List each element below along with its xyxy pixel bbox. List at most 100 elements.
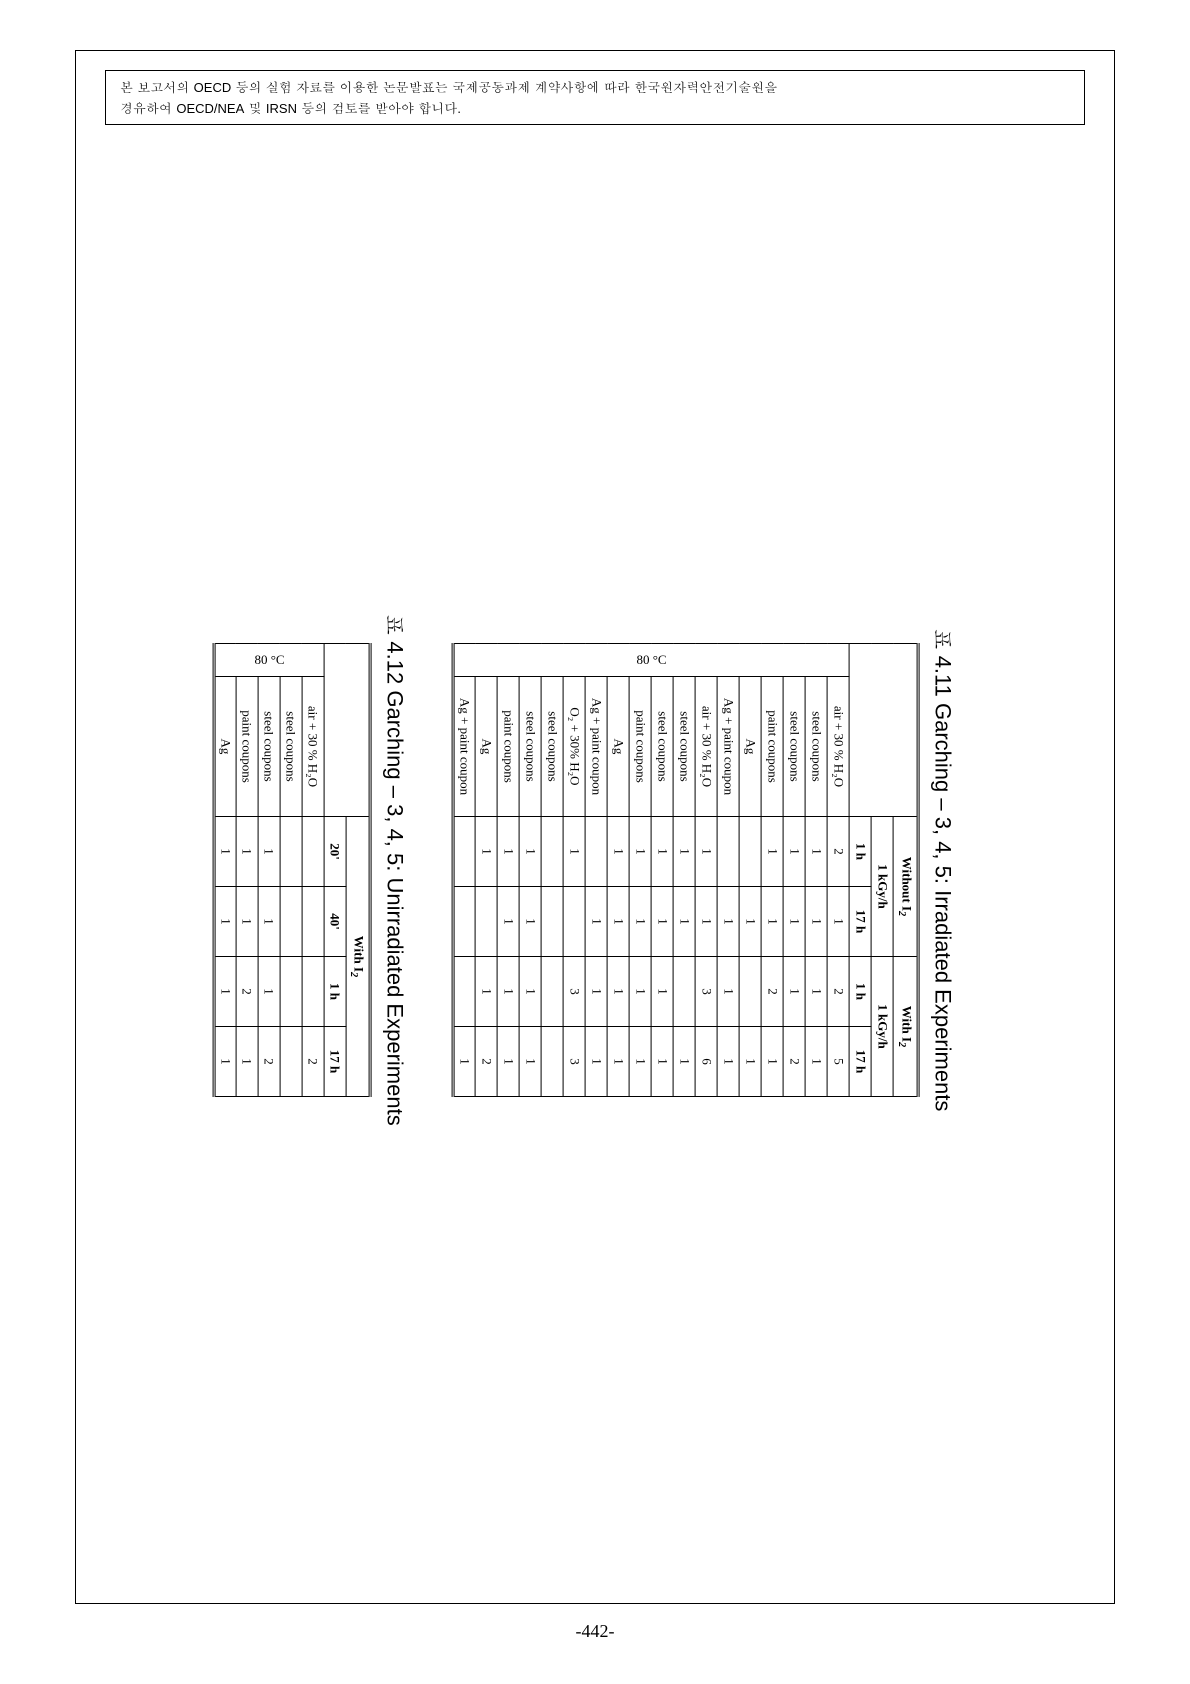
- t1-dose-2: 1 kGy/h: [872, 957, 894, 1097]
- row-label: air + 30 % H₂O: [696, 677, 718, 817]
- cell: 1: [608, 1027, 630, 1097]
- caption-411: 표 4.11 Garching – 3, 4, 5: Irradiated Ex…: [930, 210, 960, 1530]
- rotated-content: 표 4.11 Garching – 3, 4, 5: Irradiated Ex…: [212, 210, 977, 1530]
- cell: 1: [652, 887, 674, 957]
- t2-h40: 40': [324, 887, 346, 957]
- cell: 1: [258, 817, 280, 887]
- t2-h20: 20': [324, 817, 346, 887]
- table-row: steel coupons1111: [806, 644, 828, 1097]
- table-row: 80 °Cair + 30 % H₂O2125: [828, 644, 850, 1097]
- cell: [542, 957, 564, 1027]
- cell: [740, 817, 762, 887]
- notice-box: 본 보고서의 OECD 등의 실험 자료를 이용한 논문발표는 국제공동과제 계…: [105, 70, 1085, 125]
- cell: 1: [806, 957, 828, 1027]
- caption-412-pre: 표: [382, 614, 412, 635]
- cell: 1: [630, 957, 652, 1027]
- cell: 2: [476, 1027, 498, 1097]
- caption-412: 표 4.12 Garching – 3, 4, 5: Unirradiated …: [382, 210, 412, 1530]
- notice-l2-e2: IRSN: [266, 101, 297, 116]
- caption-412-name: Garching – 3, 4, 5: Unirradiated Experim…: [383, 690, 408, 1125]
- caption-411-name: Garching – 3, 4, 5: Irradiated Experimen…: [931, 703, 956, 1111]
- row-label: steel coupons: [784, 677, 806, 817]
- table-row: steel coupons1111: [520, 644, 542, 1097]
- cell: 2: [828, 957, 850, 1027]
- row-label: Ag: [740, 677, 762, 817]
- table-row: Ag + paint coupon111: [718, 644, 740, 1097]
- t2-with-text: With I: [352, 936, 367, 972]
- t1-dose-1: 1 kGy/h: [872, 817, 894, 957]
- cell: 3: [564, 957, 586, 1027]
- row-label: steel coupons: [806, 677, 828, 817]
- notice-l2-pre: 경유하여: [120, 98, 176, 117]
- table-row: Ag + paint coupon111: [586, 644, 608, 1097]
- t1-h-1: 1 h: [850, 817, 872, 887]
- table-row: steel coupons1112: [784, 644, 806, 1097]
- table-row: Ag11: [740, 644, 762, 1097]
- cell: 1: [740, 1027, 762, 1097]
- cell: 1: [718, 957, 740, 1027]
- t1-h-1b: 1 h: [850, 957, 872, 1027]
- table-412: With I2 20' 40' 1 h 17 h 80 °Cair + 30 %…: [212, 643, 372, 1097]
- cell: [454, 957, 476, 1027]
- cell: 1: [214, 887, 236, 957]
- cell: [740, 957, 762, 1027]
- row-label: paint coupons: [630, 677, 652, 817]
- cell: 1: [520, 817, 542, 887]
- cell: [302, 957, 324, 1027]
- cell: 2: [302, 1027, 324, 1097]
- t1-with-sub: 2: [896, 1042, 907, 1047]
- t2-with-sub: 2: [348, 972, 359, 977]
- cell: 1: [630, 1027, 652, 1097]
- table-row: steel coupons: [280, 644, 302, 1097]
- cell: [280, 957, 302, 1027]
- notice-l2-post: 등의 검토를 받아야 합니다.: [297, 98, 461, 117]
- page-number: -442-: [0, 1621, 1190, 1642]
- cell: 3: [696, 957, 718, 1027]
- cell: [542, 817, 564, 887]
- t1-with-text: With I: [900, 1006, 915, 1042]
- cell: 1: [784, 957, 806, 1027]
- table-row: O₂ + 30% H₂O133: [564, 644, 586, 1097]
- cell: 1: [586, 957, 608, 1027]
- cell: 1: [236, 1027, 258, 1097]
- row-label: steel coupons: [674, 677, 696, 817]
- cell: 1: [806, 1027, 828, 1097]
- row-label: steel coupons: [520, 677, 542, 817]
- cell: 1: [214, 817, 236, 887]
- cell: 1: [476, 957, 498, 1027]
- cell: 1: [454, 1027, 476, 1097]
- cell: 1: [564, 817, 586, 887]
- cell: 2: [236, 957, 258, 1027]
- cell: 1: [806, 887, 828, 957]
- caption-412-num: 4.12: [383, 641, 408, 684]
- cell: 1: [476, 817, 498, 887]
- cell: 1: [630, 887, 652, 957]
- cell: [542, 887, 564, 957]
- notice-l2-mid: 및: [244, 98, 266, 117]
- cell: 1: [674, 1027, 696, 1097]
- notice-l1-oecd: OECD: [194, 80, 232, 95]
- cell: 1: [520, 1027, 542, 1097]
- table-row: steel coupons1111: [652, 644, 674, 1097]
- t2-side-label: 80 °C: [214, 644, 324, 677]
- table-row: paint coupons1111: [630, 644, 652, 1097]
- row-label: Ag + paint coupon: [454, 677, 476, 817]
- cell: 1: [828, 887, 850, 957]
- cell: 1: [762, 1027, 784, 1097]
- cell: [454, 887, 476, 957]
- cell: 1: [214, 957, 236, 1027]
- t1-head-with: With I2: [894, 957, 919, 1097]
- t1-head-without: Without I2: [894, 817, 919, 957]
- t1-h-17: 17 h: [850, 887, 872, 957]
- cell: 1: [236, 817, 258, 887]
- cell: 1: [498, 817, 520, 887]
- table-row: 80 °Cair + 30 % H₂O2: [302, 644, 324, 1097]
- cell: 1: [586, 887, 608, 957]
- table-row: paint coupons1121: [762, 644, 784, 1097]
- cell: [302, 817, 324, 887]
- notice-l2-e1: OECD/NEA: [176, 101, 244, 116]
- table-row: Ag + paint coupon 1: [454, 644, 476, 1097]
- t2-h1: 1 h: [324, 957, 346, 1027]
- table-row: Ag112: [476, 644, 498, 1097]
- caption-411-pre: 표: [930, 629, 960, 650]
